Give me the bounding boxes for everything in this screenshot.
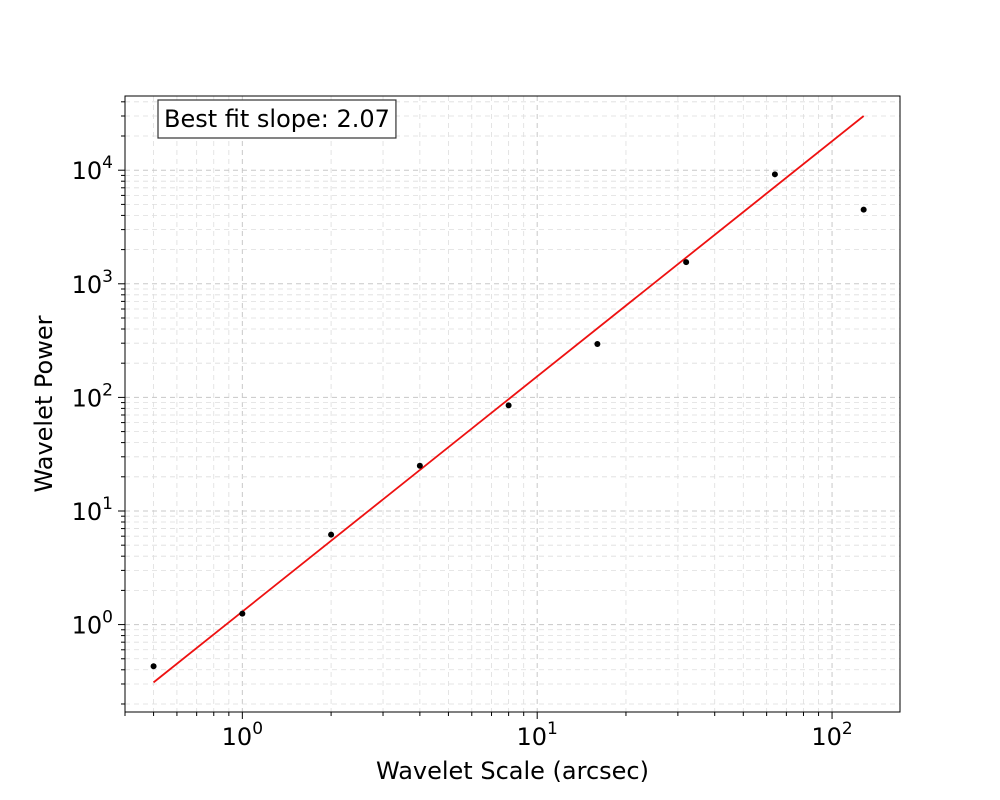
data-point [683, 259, 690, 266]
data-point [771, 171, 778, 178]
data-point [860, 206, 867, 213]
data-point [328, 531, 335, 538]
y-tick-label: 103 [72, 267, 113, 299]
plot-frame [124, 95, 901, 713]
series-layer [150, 115, 867, 684]
annotation-box [157, 99, 397, 139]
tick-layer: 100 101 102 100 101 102 103 104 [72, 101, 853, 751]
y-tick-label: 100 [72, 608, 113, 640]
y-axis-label: Wavelet Power [30, 315, 58, 492]
data-point [150, 663, 157, 670]
y-tick-label: 101 [72, 494, 113, 526]
x-tick-label: 100 [222, 719, 263, 751]
data-point [594, 341, 601, 348]
y-tick-label: 104 [72, 153, 113, 185]
x-tick-label: 101 [517, 719, 558, 751]
data-point [416, 462, 423, 469]
data-point [239, 610, 246, 617]
annotation: Best fit slope: 2.07 [157, 99, 397, 139]
x-tick-label: 102 [811, 719, 852, 751]
fit-line [153, 115, 865, 684]
data-point [505, 402, 512, 409]
x-axis-label: Wavelet Scale (arcsec) [376, 757, 649, 785]
annotation-text: Best fit slope: 2.07 [164, 105, 390, 133]
y-tick-label: 102 [72, 380, 113, 412]
grid-layer [124, 96, 900, 712]
